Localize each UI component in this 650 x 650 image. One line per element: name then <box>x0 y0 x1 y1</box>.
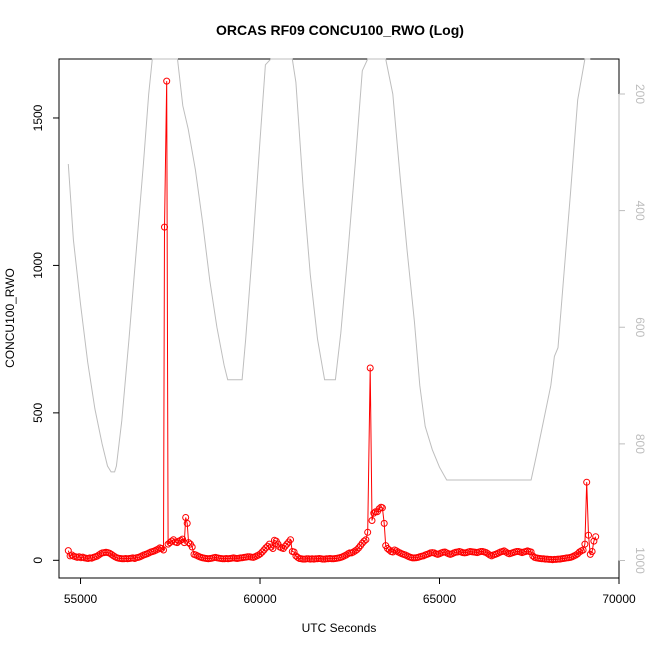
data-point <box>368 517 376 524</box>
data-point <box>375 505 383 513</box>
right-axis: 200 400 600 800 1000 <box>618 84 647 574</box>
data-point <box>590 537 598 545</box>
data-point <box>380 519 388 527</box>
y-tick-label: 1000 <box>31 252 45 279</box>
data-point <box>160 546 167 554</box>
data-point <box>370 509 378 517</box>
x-tick-label: 65000 <box>423 592 457 606</box>
data-point <box>285 538 293 546</box>
data-point <box>576 548 583 556</box>
data-point <box>583 478 591 486</box>
y-tick-label: 0 <box>31 557 45 564</box>
data-point <box>358 539 366 547</box>
data-point <box>378 504 386 512</box>
data-point <box>592 533 600 541</box>
x-tick-label: 60000 <box>243 592 277 606</box>
data-point <box>173 539 181 547</box>
data-point <box>366 364 374 372</box>
y-tick-label: 1500 <box>31 104 45 131</box>
right-tick-label: 400 <box>633 201 647 221</box>
data-point <box>355 544 363 552</box>
data-point <box>188 543 196 551</box>
y-axis: 0 500 1000 1500 <box>31 104 60 564</box>
chart-title: ORCAS RF09 CONCU100_RWO (Log) <box>216 22 464 38</box>
data-point <box>500 547 508 555</box>
data-point <box>283 540 291 548</box>
right-tick-label: 200 <box>633 84 647 104</box>
data-point <box>279 545 287 552</box>
data-point <box>364 528 372 536</box>
data-point <box>581 540 589 548</box>
data-point <box>177 536 185 544</box>
y-axis-label: CONCU100_RWO <box>3 268 17 368</box>
data-series <box>64 77 600 564</box>
x-axis: 55000 60000 65000 70000 <box>64 577 636 606</box>
data-point <box>287 536 294 544</box>
secondary-series <box>67 58 591 481</box>
series-line <box>67 81 597 561</box>
data-point <box>185 539 193 547</box>
secondary-series-line <box>67 58 591 481</box>
data-point <box>389 548 397 556</box>
data-point <box>360 537 368 545</box>
right-tick-label: 600 <box>633 317 647 337</box>
data-point <box>290 548 298 556</box>
data-point <box>385 546 393 554</box>
y-tick-label: 500 <box>31 403 45 423</box>
data-point <box>392 547 400 555</box>
data-point <box>258 548 266 556</box>
data-point <box>588 548 596 555</box>
data-point <box>362 536 370 544</box>
data-point <box>256 550 264 558</box>
data-point <box>109 552 117 560</box>
plot-frame <box>58 58 620 579</box>
data-point <box>267 543 275 551</box>
data-point <box>482 549 490 557</box>
data-point <box>163 77 171 85</box>
data-point <box>353 546 361 554</box>
data-point <box>281 542 289 550</box>
data-point <box>107 550 115 558</box>
right-tick-label: 1000 <box>633 547 647 574</box>
data-point <box>527 548 535 556</box>
data-point <box>179 535 186 543</box>
data-point <box>158 545 166 552</box>
data-point <box>260 546 268 554</box>
x-tick-label: 70000 <box>602 592 636 606</box>
right-tick-label: 800 <box>633 434 647 454</box>
x-tick-label: 55000 <box>64 592 98 606</box>
plot-area <box>58 58 620 579</box>
data-point <box>269 545 277 552</box>
data-point <box>106 549 114 557</box>
data-point <box>349 548 357 556</box>
data-point <box>585 531 592 539</box>
data-point <box>183 519 191 527</box>
x-axis-label: UTC Seconds <box>302 621 377 635</box>
data-point <box>161 223 168 231</box>
data-point <box>93 552 101 560</box>
